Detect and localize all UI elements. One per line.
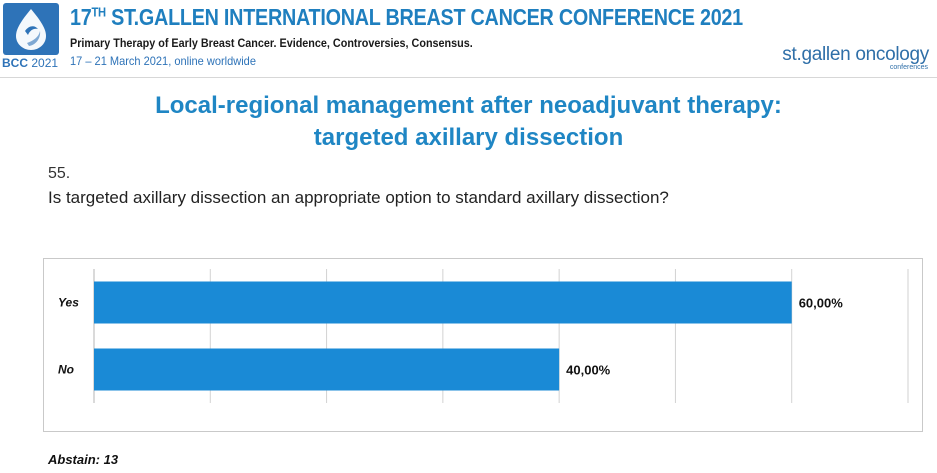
- conference-dates: 17 – 21 March 2021, online worldwide: [70, 54, 256, 68]
- brand-logo: st.gallen oncology: [782, 44, 929, 65]
- brand-subtext: conferences: [889, 64, 928, 71]
- logo-caption: BCC 2021: [2, 56, 58, 70]
- logo-abbr: BCC: [2, 56, 28, 70]
- bcc-logo: [3, 3, 59, 55]
- conference-title: 17TH ST.GALLEN INTERNATIONAL BREAST CANC…: [70, 4, 743, 31]
- header-divider: [0, 77, 937, 78]
- conference-name: ST.GALLEN INTERNATIONAL BREAST CANCER CO…: [111, 4, 743, 30]
- value-label-no: 40,00%: [566, 363, 611, 378]
- bar-yes: [94, 281, 792, 324]
- poll-results-chart: Yes 60,00% No 40,00%: [43, 258, 923, 432]
- ribbon-drop-logo-icon: [16, 9, 46, 50]
- conference-ordinal: TH: [91, 4, 106, 20]
- value-label-yes: 60,00%: [799, 296, 844, 311]
- bar-chart: Yes 60,00% No 40,00%: [58, 269, 909, 403]
- slide-title-line-2: targeted axillary dissection: [313, 124, 624, 151]
- slide-title: Local-regional management after neoadjuv…: [0, 90, 937, 154]
- conference-header: BCC 2021 17TH ST.GALLEN INTERNATIONAL BR…: [0, 0, 937, 78]
- bar-no: [94, 348, 560, 391]
- conference-subtitle: Primary Therapy of Early Breast Cancer. …: [70, 36, 473, 50]
- question-number: 55.: [48, 165, 71, 182]
- category-label-no: No: [58, 363, 74, 377]
- question-text: Is targeted axillary dissection an appro…: [48, 188, 669, 207]
- logo-year: 2021: [31, 56, 59, 70]
- category-label-yes: Yes: [58, 296, 79, 310]
- abstain-count: Abstain: 13: [48, 452, 119, 467]
- conference-number: 17: [70, 4, 92, 30]
- slide-title-line-1: Local-regional management after neoadjuv…: [155, 92, 782, 119]
